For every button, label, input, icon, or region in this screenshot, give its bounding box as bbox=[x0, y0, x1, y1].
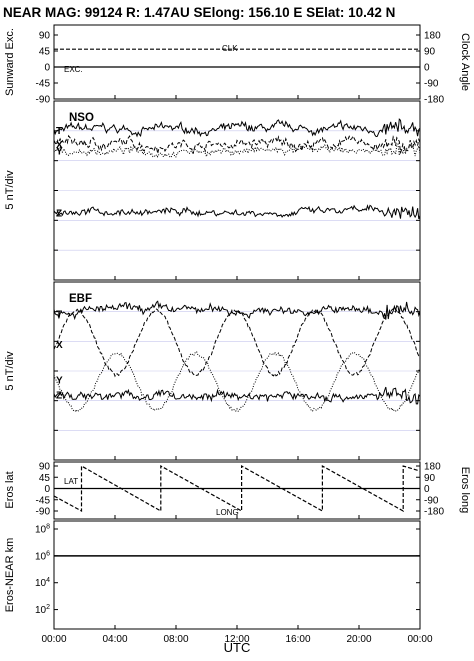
y-tick-label: 102 bbox=[35, 604, 50, 616]
ebf-trace-label: Y bbox=[56, 376, 63, 387]
ebf-trace-z bbox=[53, 386, 421, 405]
ylabel-ebf: 5 nT/div bbox=[4, 351, 16, 391]
y-tick-label: 0 bbox=[44, 484, 50, 495]
x-tick-label: 00:00 bbox=[41, 634, 66, 645]
ebf-trace-t bbox=[53, 300, 421, 321]
y-tick-label: 180 bbox=[424, 31, 441, 42]
nso-trace-label: X bbox=[56, 140, 63, 151]
x-tick-label: 16:00 bbox=[285, 634, 310, 645]
x-tick-label: 00:00 bbox=[407, 634, 432, 645]
nso-trace-label: T bbox=[56, 126, 62, 137]
y-tick-label: 45 bbox=[39, 473, 51, 484]
x-tick-label: 08:00 bbox=[163, 634, 188, 645]
x-tick-label: 20:00 bbox=[346, 634, 371, 645]
nso-trace-z bbox=[53, 204, 421, 220]
y-tick-label: 108 bbox=[35, 524, 50, 536]
clk-label: CLK bbox=[222, 44, 238, 53]
nso-trace-label: Y bbox=[56, 146, 63, 157]
y-tick-label: -180 bbox=[424, 95, 444, 106]
series-long bbox=[53, 464, 421, 513]
ylabel-clock-angle: Clock Angle bbox=[459, 33, 471, 91]
y-tick-label: 90 bbox=[424, 473, 436, 484]
y-tick-label: 106 bbox=[35, 550, 50, 562]
y-tick-label: -45 bbox=[36, 495, 51, 506]
x-tick-label: 04:00 bbox=[102, 634, 127, 645]
y-tick-label: 0 bbox=[44, 63, 50, 74]
nso-panel-title: NSO bbox=[69, 112, 94, 124]
nso-trace-x bbox=[53, 134, 421, 155]
y-tick-label: -90 bbox=[36, 95, 51, 106]
y-tick-label: 104 bbox=[35, 577, 50, 589]
ylabel-eros-long: Eros long bbox=[459, 467, 471, 513]
nso-trace-t bbox=[53, 118, 421, 138]
long-label: LONG bbox=[216, 508, 239, 517]
plot-title: NEAR MAG: 99124 R: 1.47AU SElong: 156.10… bbox=[3, 5, 395, 20]
ylabel-sunward-exc: Sunward Exc. bbox=[4, 28, 16, 96]
y-tick-label: 90 bbox=[39, 462, 51, 473]
y-tick-label: 90 bbox=[424, 47, 436, 58]
y-tick-label: 45 bbox=[39, 47, 51, 58]
ebf-trace-label: T bbox=[56, 310, 62, 321]
y-tick-label: -90 bbox=[424, 495, 439, 506]
y-tick-label: -45 bbox=[36, 79, 51, 90]
x-axis-label: UTC bbox=[224, 640, 251, 655]
y-tick-label: 90 bbox=[39, 31, 51, 42]
ylabel-eros-near-km: Eros-NEAR km bbox=[4, 538, 16, 613]
ylabel-eros-lat: Eros lat bbox=[4, 471, 16, 508]
ebf-trace-label: Z bbox=[56, 390, 62, 401]
x-tick-label: 12:00 bbox=[224, 634, 249, 645]
panel-frame-distance bbox=[53, 520, 421, 630]
nso-trace-label: Z bbox=[56, 209, 62, 220]
panel-frame-exc-clock bbox=[53, 24, 421, 100]
ebf-trace-label: X bbox=[56, 340, 63, 351]
y-tick-label: -180 bbox=[424, 507, 444, 518]
y-tick-label: 0 bbox=[424, 484, 430, 495]
y-tick-label: -90 bbox=[424, 79, 439, 90]
y-tick-label: 180 bbox=[424, 462, 441, 473]
ylabel-nso: 5 nT/div bbox=[4, 170, 16, 210]
ebf-trace-y bbox=[53, 351, 421, 413]
y-tick-label: -90 bbox=[36, 507, 51, 518]
exc-label: EXC. bbox=[64, 65, 83, 74]
y-tick-label: 0 bbox=[424, 63, 430, 74]
ebf-trace-x bbox=[53, 307, 421, 378]
lat-label: LAT bbox=[64, 477, 78, 486]
nso-trace-y bbox=[53, 142, 421, 159]
chart-marks: 00:00 04:00 08:00 12:00 16:00 20:00 00:0090450… bbox=[35, 31, 444, 646]
ebf-panel-title: EBF bbox=[69, 293, 92, 305]
